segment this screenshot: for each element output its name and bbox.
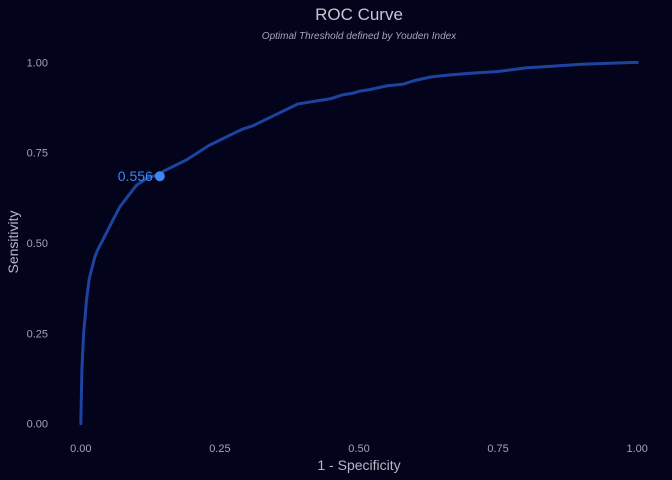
y-tick-label: 0.75 [27, 148, 48, 160]
y-tick-label: 0.25 [27, 328, 48, 340]
y-tick-label: 0.50 [27, 238, 48, 250]
y-axis-label: Sensitivity [5, 210, 21, 273]
chart-subtitle: Optimal Threshold defined by Youden Inde… [262, 31, 457, 42]
x-tick-label: 0.00 [70, 443, 91, 455]
x-tick-label: 0.25 [209, 443, 230, 455]
y-tick-label: 0.00 [27, 419, 48, 431]
y-axis-ticks: 0.00 0.25 0.50 0.75 1.00 [27, 57, 48, 430]
x-axis-ticks: 0.00 0.25 0.50 0.75 1.00 [70, 443, 648, 455]
optimal-threshold-point [154, 171, 165, 182]
roc-curve-line [79, 60, 639, 426]
y-tick-label: 1.00 [27, 57, 48, 69]
x-tick-label: 0.50 [348, 443, 369, 455]
chart-title: ROC Curve [315, 5, 403, 24]
x-axis-label: 1 - Specificity [317, 457, 400, 473]
x-tick-label: 1.00 [626, 443, 647, 455]
x-tick-label: 0.75 [487, 443, 508, 455]
optimal-threshold-label: 0.556 [118, 168, 153, 184]
